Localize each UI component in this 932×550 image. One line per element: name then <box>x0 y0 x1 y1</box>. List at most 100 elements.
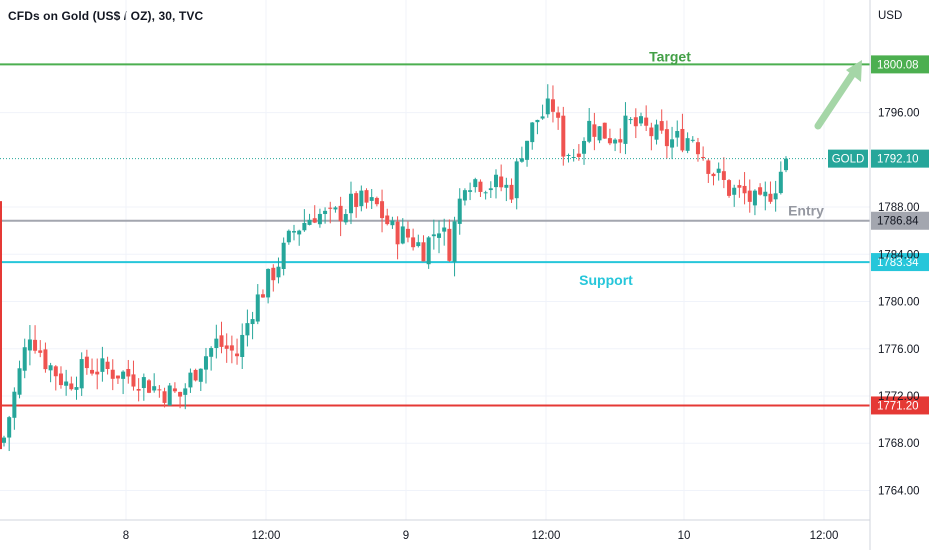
candle-body <box>587 120 592 142</box>
y-tick-label: 1764.00 <box>878 485 920 497</box>
x-tick-label: 8 <box>123 530 129 542</box>
candle-body <box>7 417 12 438</box>
candle-body <box>214 338 219 349</box>
last-price-label: 1792.10 <box>877 154 919 166</box>
candle-body <box>84 356 89 369</box>
candle-body <box>680 128 685 151</box>
candle-body <box>121 371 126 379</box>
candle-body <box>571 157 576 159</box>
candle-body <box>250 319 255 325</box>
candle-body <box>100 358 105 372</box>
candle-body <box>53 366 58 377</box>
candle-body <box>623 115 628 144</box>
candle-body <box>95 371 100 375</box>
candle-body <box>136 388 141 391</box>
candle-body <box>27 339 32 351</box>
candle-body <box>659 121 664 131</box>
y-tick-label: 1776.00 <box>878 344 920 356</box>
candle-body <box>69 383 74 390</box>
candle-body <box>727 180 732 196</box>
candle-body <box>483 192 488 194</box>
candle-body <box>400 226 405 244</box>
candle-body <box>535 119 540 123</box>
candle-body <box>312 218 317 223</box>
candle-body <box>126 368 131 377</box>
candle-body <box>188 372 193 388</box>
candle-body <box>462 190 467 201</box>
currency-label: USD <box>878 10 902 22</box>
candle-body <box>457 198 462 224</box>
candle-body <box>664 129 669 147</box>
candle-body <box>758 187 763 195</box>
candle-body <box>468 190 473 192</box>
candle-body <box>644 117 649 126</box>
candle-body <box>395 221 400 245</box>
candle-body <box>582 140 587 154</box>
candlestick-series <box>2 84 788 452</box>
candle-body <box>348 193 353 214</box>
candle-body <box>167 385 172 406</box>
candle-body <box>240 334 245 357</box>
candle-body <box>297 230 302 235</box>
candle-body <box>437 233 442 238</box>
candle-body <box>525 140 530 160</box>
candle-body <box>209 348 214 357</box>
candle-body <box>675 131 680 138</box>
candle-body <box>737 185 742 188</box>
candle-body <box>255 294 260 322</box>
candle-body <box>478 181 483 192</box>
candle-body <box>784 158 788 171</box>
x-tick-label: 12:00 <box>810 530 839 542</box>
candle-body <box>115 375 120 379</box>
candle-body <box>343 214 348 223</box>
candle-body <box>732 187 737 195</box>
candle-body <box>711 173 716 177</box>
candle-body <box>286 230 291 243</box>
candle-body <box>742 185 747 194</box>
candle-body <box>721 171 726 180</box>
level-price-label: 1771.20 <box>877 400 919 412</box>
candle-body <box>561 115 566 157</box>
candle-body <box>768 193 773 202</box>
candle-body <box>592 124 597 137</box>
candle-body <box>198 368 203 382</box>
candle-body <box>90 369 95 374</box>
candle-body <box>763 191 768 197</box>
candle-body <box>328 207 333 209</box>
candle-body <box>649 127 654 137</box>
candle-body <box>12 391 17 418</box>
candle-body <box>695 142 700 155</box>
symbol-badge <box>828 149 868 168</box>
candle-body <box>105 361 110 369</box>
candle-body <box>162 391 167 403</box>
candle-body <box>152 386 157 391</box>
candle-body <box>43 349 48 370</box>
candle-body <box>613 139 618 144</box>
target-arrow-head <box>846 60 862 82</box>
candle-body <box>292 231 297 233</box>
candle-body <box>245 323 250 336</box>
candle-body <box>431 234 436 237</box>
candle-body <box>778 171 783 194</box>
y-tick-label: 1796.00 <box>878 108 920 120</box>
x-tick-label: 9 <box>403 530 409 542</box>
candle-body <box>219 335 224 347</box>
candle-body <box>157 389 162 391</box>
candle-body <box>556 112 561 118</box>
candle-body <box>426 237 431 265</box>
candle-body <box>323 210 328 215</box>
y-tick-label: 1788.00 <box>878 202 920 214</box>
candle-body <box>685 138 690 151</box>
level-annotation: Support <box>579 272 633 288</box>
y-tick-label: 1772.00 <box>878 391 920 403</box>
candle-body <box>281 242 286 270</box>
candle-body <box>131 374 136 387</box>
candle-body <box>716 168 721 173</box>
chart-grid <box>0 0 870 520</box>
candle-body <box>235 353 240 357</box>
candle-body <box>266 268 271 298</box>
level-annotation: Target <box>649 48 691 64</box>
candle-body <box>22 347 27 371</box>
